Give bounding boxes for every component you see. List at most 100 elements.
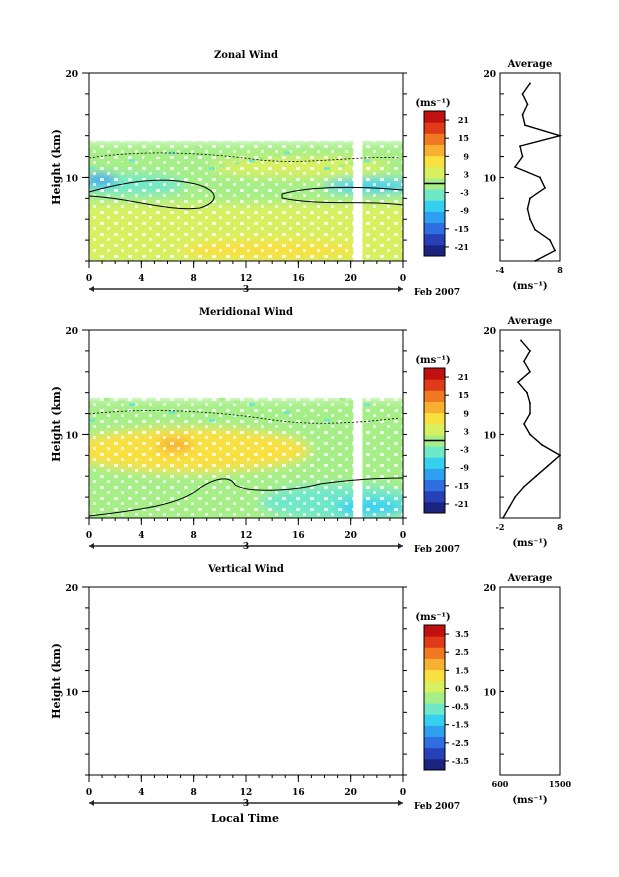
profile-title: Average [507, 316, 553, 327]
colorbar-swatch [424, 211, 445, 224]
y-tick-label: 20 [65, 584, 78, 594]
colorbar-tick-label: -15 [455, 481, 469, 491]
x-tick-label: 0 [400, 274, 406, 284]
profile-y-tick-label: 20 [483, 327, 496, 337]
x-tick-label: 16 [292, 531, 305, 541]
day-bar-arrow-left [89, 286, 94, 292]
field-edge-cell [119, 400, 125, 404]
field-edge-cell [259, 156, 265, 160]
field-edge-cell [314, 146, 320, 150]
colorbar: (ms⁻¹) 21 15 9 3 -3 -9 -15 -21 [415, 98, 469, 257]
y-tick-label: 20 [65, 70, 78, 80]
profile-point [541, 443, 543, 446]
colorbar-swatch [424, 669, 445, 682]
heatmap-field [88, 137, 404, 261]
x-tick-label: 16 [292, 788, 305, 798]
colorbar-swatch [424, 625, 445, 637]
colorbar-tick-label: -1.5 [452, 720, 469, 730]
colorbar-swatch [424, 133, 445, 145]
colorbar-tick-label: 15 [458, 390, 469, 400]
profile-x-label: (ms⁻¹) [512, 281, 547, 292]
x-tick-label: 4 [138, 788, 144, 798]
profile-x-tick-label: 1500 [549, 779, 572, 789]
field-edge-cell [299, 148, 305, 152]
profile-line [502, 339, 562, 519]
colorbar-swatch [424, 155, 445, 168]
zero-contour [88, 410, 401, 424]
colorbar-tick-label: 21 [458, 115, 469, 125]
profile-y-tick-label: 20 [483, 70, 496, 80]
x-tick-label: 16 [292, 274, 305, 284]
colorbar-tick-label: 9 [463, 408, 469, 418]
profile-frame [499, 72, 561, 262]
colorbar-swatch [424, 758, 445, 771]
x-tick-label: 20 [344, 274, 357, 284]
colorbar-tick-label: -9 [460, 206, 469, 216]
profile-point [514, 496, 516, 499]
field-edge-cell [219, 397, 225, 401]
heatmap-colors [89, 140, 403, 261]
colorbar-tick-label: -2.5 [452, 738, 469, 748]
profile-point [549, 239, 551, 242]
field-edge-cell [154, 153, 160, 157]
profile-point [534, 260, 536, 262]
x-tick-label: 20 [344, 788, 357, 798]
colorbar-swatch [424, 122, 445, 134]
profile-point [526, 391, 528, 394]
day-marker: 3 [243, 799, 249, 809]
field-edge-cell [209, 418, 215, 422]
colorbar-swatch [424, 468, 445, 481]
profile-y-tick-label: 10 [483, 431, 496, 441]
field-edge-cell [349, 161, 355, 165]
colorbar-swatch [424, 222, 445, 235]
field-edge-cell [104, 397, 110, 401]
colorbar-tick-label: -15 [455, 224, 469, 234]
colorbar-swatch [424, 490, 445, 503]
colorbar-tick-label: -9 [460, 463, 469, 473]
heatmap-colors [89, 397, 403, 518]
field-edge-cell [234, 400, 240, 404]
colorbar-swatch [424, 691, 445, 704]
average-profile: Average 10 20 -2 8 (ms⁻¹) [483, 316, 563, 549]
field-edge-cell [194, 416, 200, 420]
profile-point [529, 197, 531, 200]
colorbar-swatch [424, 233, 445, 246]
profile-point [559, 134, 561, 137]
colorbar-swatch [424, 200, 445, 212]
field-edge-cell [154, 408, 160, 412]
colorbar-swatch [424, 636, 445, 648]
colorbar-tick-label: -3 [460, 188, 469, 198]
colorbar-swatch [424, 736, 445, 749]
profile-point [529, 412, 531, 415]
x-tick-label: 12 [240, 274, 253, 284]
profile-point [524, 124, 526, 127]
profile-x-tick-label: 8 [557, 522, 563, 532]
field-edge-cell [324, 167, 330, 170]
colorbar-swatch [424, 446, 445, 458]
field-edge-cell [129, 403, 135, 407]
plot-frame [88, 586, 404, 776]
profile-point [559, 454, 561, 457]
profile-point [529, 218, 531, 221]
field-edge-cell [209, 167, 215, 170]
y-tick-label: 10 [65, 688, 78, 698]
colorbar-swatch [424, 111, 445, 123]
colorbar-swatch [424, 368, 445, 380]
average-profile: Average 10 20 600 1500(ms⁻¹) [483, 573, 571, 806]
colorbar-frame [423, 624, 446, 771]
field-edge-cell [119, 161, 125, 165]
field-edge-cell [349, 400, 355, 404]
colorbar-swatch [424, 714, 445, 726]
panel-title: Meridional Wind [199, 307, 293, 318]
field-edge-cell [364, 403, 370, 407]
x-tick-label: 0 [86, 788, 92, 798]
profile-point [535, 475, 537, 478]
x-tick-label: 8 [191, 531, 197, 541]
profile-title: Average [507, 59, 553, 70]
profile-point [534, 228, 536, 231]
heatmap-field [88, 394, 404, 518]
y-axis-title: Height (km) [50, 643, 63, 719]
day-marker: 3 [243, 285, 249, 295]
profile-point [520, 339, 522, 342]
